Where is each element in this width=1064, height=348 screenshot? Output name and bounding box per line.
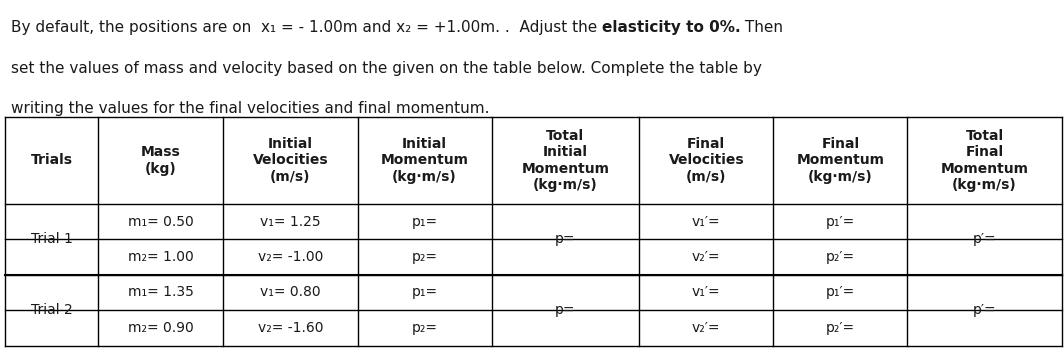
Text: p₂=: p₂= xyxy=(412,250,437,264)
Text: m₁= 0.50: m₁= 0.50 xyxy=(128,215,194,229)
Text: p₁′=: p₁′= xyxy=(826,285,855,300)
Text: Mass
(kg): Mass (kg) xyxy=(142,145,181,175)
Text: Final
Velocities
(m/s): Final Velocities (m/s) xyxy=(668,137,744,184)
Text: m₂= 1.00: m₂= 1.00 xyxy=(128,250,194,264)
Text: writing the values for the final velocities and final momentum.: writing the values for the final velocit… xyxy=(11,101,489,116)
Text: p=: p= xyxy=(555,232,576,246)
Text: By default, the positions are on  x₁ = - 1.00m and x₂ = +1.00m. .  Adjust the: By default, the positions are on x₁ = - … xyxy=(11,20,602,35)
Text: v₁= 0.80: v₁= 0.80 xyxy=(261,285,320,300)
Text: v₁′=: v₁′= xyxy=(692,215,720,229)
Text: set the values of mass and velocity based on the given on the table below. Compl: set the values of mass and velocity base… xyxy=(11,61,762,76)
Text: v₂′=: v₂′= xyxy=(692,250,720,264)
Text: Total
Initial
Momentum
(kg·m/s): Total Initial Momentum (kg·m/s) xyxy=(521,129,610,192)
Text: Initial
Velocities
(m/s): Initial Velocities (m/s) xyxy=(252,137,329,184)
Text: Then: Then xyxy=(741,20,783,35)
Text: p₂′=: p₂′= xyxy=(826,321,854,335)
Text: p₂=: p₂= xyxy=(412,321,437,335)
Text: p′=: p′= xyxy=(972,303,996,317)
Text: Final
Momentum
(kg·m/s): Final Momentum (kg·m/s) xyxy=(796,137,884,184)
Text: m₂= 0.90: m₂= 0.90 xyxy=(128,321,194,335)
Text: v₂′=: v₂′= xyxy=(692,321,720,335)
Text: Total
Final
Momentum
(kg·m/s): Total Final Momentum (kg·m/s) xyxy=(941,129,1029,192)
Text: p₁=: p₁= xyxy=(412,215,437,229)
Text: p₁=: p₁= xyxy=(412,285,437,300)
Text: Initial
Momentum
(kg·m/s): Initial Momentum (kg·m/s) xyxy=(381,137,468,184)
Text: p₂′=: p₂′= xyxy=(826,250,854,264)
Text: p′=: p′= xyxy=(972,232,996,246)
Text: Trial 2: Trial 2 xyxy=(31,303,72,317)
Text: v₁′=: v₁′= xyxy=(692,285,720,300)
Text: p=: p= xyxy=(555,303,576,317)
Text: v₂= -1.00: v₂= -1.00 xyxy=(257,250,323,264)
Text: v₁= 1.25: v₁= 1.25 xyxy=(261,215,320,229)
Text: elasticity to 0%.: elasticity to 0%. xyxy=(602,20,741,35)
Text: m₁= 1.35: m₁= 1.35 xyxy=(128,285,194,300)
Text: p₁′=: p₁′= xyxy=(826,215,855,229)
Text: Trials: Trials xyxy=(31,153,73,167)
Text: v₂= -1.60: v₂= -1.60 xyxy=(257,321,323,335)
Text: Trial 1: Trial 1 xyxy=(31,232,72,246)
